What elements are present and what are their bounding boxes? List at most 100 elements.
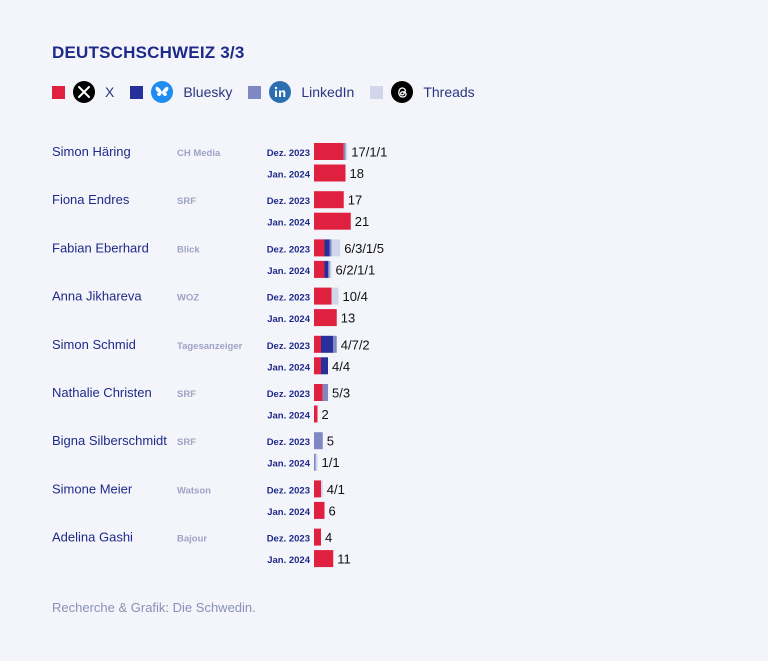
value-label: 21 — [355, 214, 369, 229]
person-name: Nathalie Christen — [52, 385, 152, 400]
outlet-name: Tagesanzeiger — [177, 341, 243, 352]
person-name: Simon Häring — [52, 144, 131, 159]
person-name: Fabian Eberhard — [52, 240, 149, 255]
period-label: Dez. 2023 — [267, 293, 310, 304]
value-label: 6/3/1/5 — [344, 241, 384, 256]
bar-segment-x — [314, 335, 321, 353]
period-label: Dez. 2023 — [267, 341, 310, 352]
bar-segment-bluesky — [324, 260, 328, 278]
legend-item-linkedin: LinkedIn — [248, 81, 354, 103]
bar-segment-threads — [315, 453, 318, 471]
legend-label-threads: Threads — [423, 84, 475, 100]
value-label: 17/1/1 — [351, 145, 387, 160]
legend-swatch-x — [52, 85, 65, 99]
bar-segment-linkedin — [314, 432, 323, 450]
x-logo-icon — [73, 81, 95, 103]
legend: X Bluesky LinkedIn Threads — [52, 79, 491, 105]
period-label: Dez. 2023 — [267, 196, 310, 207]
outlet-name: WOZ — [177, 293, 199, 304]
bar-segment-x — [314, 143, 344, 160]
bar-segment-x — [314, 480, 321, 498]
legend-item-x: X — [52, 81, 114, 103]
period-label: Jan. 2024 — [267, 411, 310, 422]
bar-segment-x — [314, 357, 321, 375]
person-name: Bigna Silberschmidt — [52, 433, 167, 448]
outlet-name: SRF — [177, 389, 196, 400]
value-label: 18 — [350, 166, 364, 181]
person-name: Adelina Gashi — [52, 530, 133, 545]
bar-segment-x — [314, 239, 325, 257]
bar-segment-threads — [345, 143, 348, 160]
bluesky-butterfly-icon — [151, 81, 174, 103]
bar-segment-linkedin — [333, 335, 337, 353]
outlet-name: Bajour — [177, 534, 207, 545]
bar-segment-bluesky — [324, 239, 330, 257]
bar-segment-linkedin — [322, 384, 328, 401]
period-label: Jan. 2024 — [267, 266, 310, 277]
bar-segment-linkedin — [314, 453, 316, 471]
legend-swatch-bluesky — [130, 85, 144, 99]
bar-segment-x — [314, 501, 325, 519]
outlet-name: Watson — [177, 485, 211, 496]
bar-segment-threads — [329, 260, 332, 278]
legend-label-x: X — [105, 84, 115, 100]
source-credit: Recherche & Grafik: Die Schwedin. — [52, 600, 256, 615]
bar-segment-x — [314, 405, 318, 423]
bar-segment-bluesky — [321, 335, 334, 353]
value-label: 5/3 — [332, 386, 350, 401]
person-name: Anna Jikhareva — [52, 289, 142, 304]
bar-segment-threads — [321, 480, 323, 498]
value-label: 5 — [327, 434, 334, 449]
bar-segment-x — [314, 528, 321, 546]
period-label: Dez. 2023 — [267, 534, 310, 545]
value-label: 10/4 — [343, 289, 368, 304]
value-label: 4/1 — [327, 482, 345, 497]
legend-item-threads: Threads — [370, 81, 475, 103]
period-label: Jan. 2024 — [267, 507, 310, 518]
period-label: Jan. 2024 — [267, 362, 310, 373]
period-label: Jan. 2024 — [267, 170, 310, 181]
legend-item-bluesky: Bluesky — [130, 81, 232, 103]
value-label: 6/2/1/1 — [336, 262, 376, 277]
person-name: Fiona Endres — [52, 192, 130, 207]
bar-segment-threads — [331, 287, 339, 305]
value-label: 2 — [322, 407, 329, 422]
legend-swatch-linkedin — [248, 85, 262, 99]
value-label: 1/1 — [322, 455, 340, 470]
value-label: 13 — [341, 311, 355, 326]
bar-segment-x — [314, 212, 351, 230]
period-label: Dez. 2023 — [267, 389, 310, 400]
outlet-name: Blick — [177, 244, 200, 255]
bar-segment-x — [314, 260, 325, 278]
outlet-name: SRF — [177, 437, 196, 448]
bar-segment-threads — [331, 239, 341, 257]
bar-segment-x — [314, 287, 332, 305]
bar-segment-x — [314, 550, 334, 568]
threads-icon — [391, 81, 414, 103]
period-label: Jan. 2024 — [267, 218, 310, 229]
person-name: Simon Schmid — [52, 337, 136, 352]
person-name: Simone Meier — [52, 481, 133, 496]
legend-swatch-threads — [370, 85, 384, 99]
chart-title: DEUTSCHSCHWEIZ 3/3 — [52, 43, 245, 62]
bar-segment-linkedin — [329, 239, 332, 257]
bar-segment-x — [314, 191, 344, 209]
chart-area: Simon Häring CH Media Dez. 2023 17/1/1 Jan. … — [52, 143, 387, 568]
linkedin-icon — [269, 81, 292, 103]
bar-segment-x — [314, 309, 337, 327]
value-label: 6 — [329, 503, 336, 518]
outlet-name: CH Media — [177, 148, 221, 159]
value-label: 17 — [348, 193, 362, 208]
legend-label-linkedin: LinkedIn — [301, 84, 355, 100]
period-label: Jan. 2024 — [267, 459, 310, 470]
value-label: 4/4 — [332, 359, 350, 374]
legend-label-bluesky: Bluesky — [183, 84, 233, 100]
period-label: Jan. 2024 — [267, 555, 310, 566]
outlet-name: SRF — [177, 196, 196, 207]
value-label: 11 — [337, 552, 351, 567]
bar-segment-x — [314, 384, 323, 401]
period-label: Dez. 2023 — [267, 148, 310, 159]
period-label: Dez. 2023 — [267, 244, 310, 255]
value-label: 4/7/2 — [341, 337, 370, 352]
period-label: Dez. 2023 — [267, 485, 310, 496]
